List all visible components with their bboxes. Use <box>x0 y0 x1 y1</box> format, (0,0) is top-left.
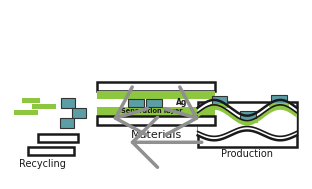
Polygon shape <box>197 105 297 136</box>
FancyBboxPatch shape <box>72 108 85 118</box>
Polygon shape <box>197 100 297 121</box>
Text: Materials: Materials <box>130 130 182 140</box>
Text: Recycling: Recycling <box>19 159 66 169</box>
FancyBboxPatch shape <box>96 107 216 116</box>
FancyBboxPatch shape <box>14 110 38 115</box>
FancyBboxPatch shape <box>271 95 287 105</box>
FancyBboxPatch shape <box>60 118 74 128</box>
FancyBboxPatch shape <box>269 103 289 107</box>
FancyBboxPatch shape <box>146 99 162 107</box>
FancyBboxPatch shape <box>197 102 297 147</box>
Polygon shape <box>197 126 297 140</box>
FancyBboxPatch shape <box>238 119 258 122</box>
FancyBboxPatch shape <box>28 147 74 155</box>
Polygon shape <box>197 105 297 125</box>
FancyBboxPatch shape <box>96 91 216 99</box>
FancyBboxPatch shape <box>96 116 216 125</box>
FancyBboxPatch shape <box>96 82 216 91</box>
Text: Production: Production <box>221 149 273 159</box>
FancyBboxPatch shape <box>61 98 75 108</box>
Text: Separation layer: Separation layer <box>121 108 183 114</box>
FancyBboxPatch shape <box>210 104 229 108</box>
FancyBboxPatch shape <box>212 96 227 106</box>
FancyBboxPatch shape <box>22 98 40 103</box>
FancyBboxPatch shape <box>32 104 56 109</box>
FancyBboxPatch shape <box>38 134 78 142</box>
Text: Ag: Ag <box>176 98 187 107</box>
FancyBboxPatch shape <box>128 99 144 107</box>
FancyBboxPatch shape <box>240 111 256 121</box>
